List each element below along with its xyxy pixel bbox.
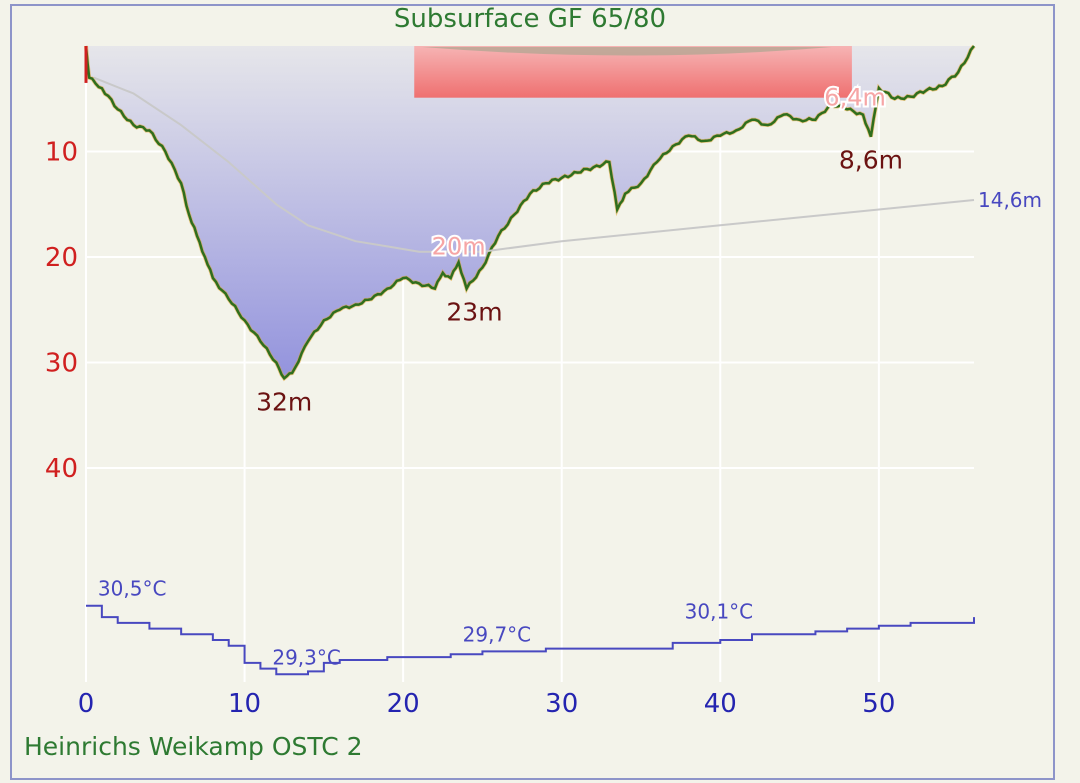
depth-area xyxy=(86,46,974,379)
depth-tick-label: 10 xyxy=(45,138,78,168)
depth-tick-label: 30 xyxy=(45,349,78,379)
temperature-data-label: 30,1°C xyxy=(685,600,754,624)
depth-data-label: 20m xyxy=(432,232,486,260)
time-tick-label: 30 xyxy=(545,689,578,719)
chart-frame xyxy=(10,4,1055,780)
time-tick-label: 10 xyxy=(228,689,261,719)
depth-data-label: 23m xyxy=(446,298,502,327)
temperature-data-label: 29,7°C xyxy=(463,622,531,646)
depth-data-label: 32m xyxy=(256,387,312,416)
depth-line xyxy=(84,45,975,381)
temperature-data-label: 29,3°C xyxy=(272,645,341,669)
chart-title: Subsurface GF 65/80 xyxy=(393,4,667,34)
dive-computer-label: Heinrichs Weikamp OSTC 2 xyxy=(24,732,363,761)
time-tick-label: 20 xyxy=(387,689,420,719)
depth-tick-label: 40 xyxy=(45,454,78,484)
average-depth-line xyxy=(93,76,975,253)
depth-tick-label: 20 xyxy=(45,243,78,273)
time-tick-label: 50 xyxy=(862,689,895,719)
temperature-data-label: 30,5°C xyxy=(98,577,167,601)
time-tick-label: 0 xyxy=(78,689,95,719)
depth-data-label: 8,6m xyxy=(839,146,903,175)
temperature-line xyxy=(86,604,975,676)
depth-data-label: 6,4m xyxy=(824,84,886,112)
tissue-saturation-area xyxy=(422,47,832,56)
time-tick-label: 40 xyxy=(704,689,737,719)
average-depth-label: 14,6m xyxy=(978,188,1042,212)
